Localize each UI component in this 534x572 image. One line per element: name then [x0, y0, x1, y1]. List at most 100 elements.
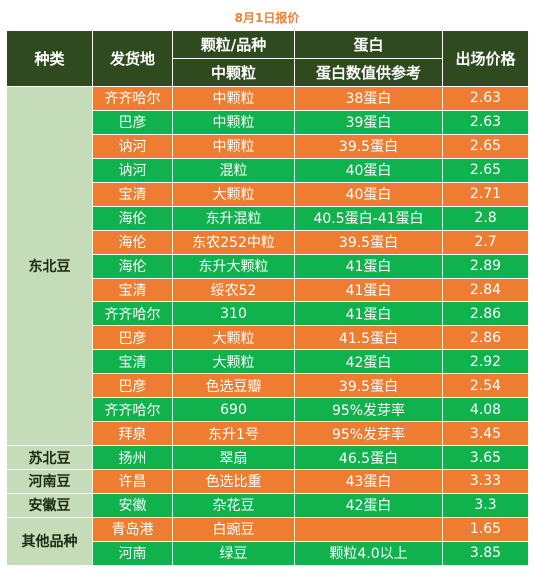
protein-cell: 38蛋白	[294, 86, 443, 111]
category-cell: 其他品种	[6, 516, 93, 567]
grain-cell: 东升混粒	[172, 205, 295, 231]
price-cell: 2.92	[442, 349, 529, 375]
protein-cell: 95%发芽率	[294, 421, 443, 447]
header-grain: 颗粒/品种	[172, 30, 295, 59]
price-cell: 2.65	[442, 133, 529, 159]
origin-cell: 巴彦	[92, 109, 173, 135]
header-protein: 蛋白	[294, 30, 443, 59]
origin-cell: 扬州	[92, 445, 173, 470]
grain-cell: 色选比重	[172, 469, 295, 494]
table-row: 海伦 东升混粒 40.5蛋白-41蛋白 2.8	[7, 205, 529, 231]
header-grain-sub: 中颗粒	[172, 58, 295, 87]
origin-cell: 海伦	[92, 253, 173, 279]
table-row: 海伦 东升大颗粒 41蛋白 2.89	[7, 253, 529, 279]
grain-cell: 中颗粒	[172, 109, 295, 135]
table-row: 东北豆 齐齐哈尔 中颗粒 38蛋白 2.63	[6, 85, 529, 447]
grain-cell: 东升1号	[172, 421, 295, 447]
price-cell: 1.65	[442, 516, 529, 542]
protein-cell: 40蛋白	[294, 181, 443, 207]
table-row: 拜泉 东升1号 95%发芽率 3.45	[7, 421, 529, 447]
grain-cell: 中颗粒	[172, 86, 295, 111]
protein-cell: 41.5蛋白	[294, 325, 443, 351]
category-cell: 苏北豆	[6, 445, 93, 470]
origin-cell: 许昌	[92, 469, 173, 494]
origin-cell: 拜泉	[92, 421, 173, 447]
price-cell: 2.71	[442, 181, 529, 207]
protein-cell: 39.5蛋白	[294, 229, 443, 255]
category-cell: 安徽豆	[6, 492, 93, 518]
protein-cell: 95%发芽率	[294, 397, 443, 423]
price-cell: 2.65	[442, 157, 529, 183]
origin-cell: 巴彦	[92, 325, 173, 351]
origin-cell: 海伦	[92, 229, 173, 255]
category-cell: 东北豆	[6, 85, 93, 447]
grain-cell: 翠扇	[172, 445, 295, 470]
origin-cell: 宝清	[92, 349, 173, 375]
grain-cell: 东农252中粒	[172, 229, 295, 255]
price-cell: 2.86	[442, 325, 529, 351]
origin-cell: 安徽	[92, 492, 173, 518]
protein-cell: 39.5蛋白	[294, 373, 443, 399]
grain-cell: 杂花豆	[172, 492, 295, 518]
price-cell: 3.65	[442, 445, 529, 470]
origin-cell: 青岛港	[92, 516, 173, 542]
table-row: 苏北豆 扬州 翠扇 46.5蛋白 3.65	[6, 445, 529, 470]
price-table-container: 种类 发货地 颗粒/品种 蛋白 出场价格 中颗粒 蛋白数值供参考 东北豆 齐齐哈尔…	[6, 30, 529, 567]
header-price: 出场价格	[442, 30, 529, 87]
table-row: 讷河 中颗粒 39.5蛋白 2.65	[7, 133, 529, 159]
grain-cell: 大颗粒	[172, 325, 295, 351]
origin-cell: 河南	[92, 540, 173, 567]
table-row: 巴彦 中颗粒 39蛋白 2.63	[7, 109, 529, 135]
origin-cell: 齐齐哈尔	[92, 397, 173, 423]
grain-cell: 690	[172, 397, 295, 423]
price-table: 种类 发货地 颗粒/品种 蛋白 出场价格 中颗粒 蛋白数值供参考 东北豆 齐齐哈尔…	[6, 30, 529, 567]
grain-cell: 大颗粒	[172, 349, 295, 375]
header-type: 种类	[6, 30, 93, 87]
price-cell: 3.45	[442, 421, 529, 447]
price-cell: 2.89	[442, 253, 529, 279]
table-header: 种类 发货地 颗粒/品种 蛋白 出场价格 中颗粒 蛋白数值供参考	[6, 30, 529, 87]
protein-cell: 41蛋白	[294, 301, 443, 327]
protein-cell: 41蛋白	[294, 253, 443, 279]
protein-cell: 43蛋白	[294, 469, 443, 494]
protein-cell: 40.5蛋白-41蛋白	[294, 205, 443, 231]
grain-cell: 混粒	[172, 157, 295, 183]
origin-cell: 宝清	[92, 277, 173, 303]
category-cell: 河南豆	[6, 469, 93, 494]
header-origin: 发货地	[92, 30, 173, 87]
price-cell: 2.8	[442, 205, 529, 231]
table-row: 讷河 混粒 40蛋白 2.65	[7, 157, 529, 183]
grain-cell: 大颗粒	[172, 181, 295, 207]
price-cell: 2.84	[442, 277, 529, 303]
table-row: 安徽豆 安徽 杂花豆 42蛋白 3.3	[6, 492, 529, 518]
table-body: 东北豆 齐齐哈尔 中颗粒 38蛋白 2.63 巴彦 中颗粒 39蛋白 2.63 讷河 中颗粒 39.5…	[6, 85, 529, 567]
grain-cell: 色选豆瓣	[172, 373, 295, 399]
table-row: 河南 绿豆 颗粒4.0以上 3.85	[7, 540, 529, 567]
table-row: 其他品种 青岛港 白豌豆 1.65	[6, 516, 529, 567]
origin-cell: 齐齐哈尔	[92, 86, 173, 111]
table-row: 宝清 大颗粒 42蛋白 2.92	[7, 349, 529, 375]
price-cell: 2.54	[442, 373, 529, 399]
grain-cell: 绥农52	[172, 277, 295, 303]
origin-cell: 讷河	[92, 133, 173, 159]
table-row: 宝清 绥农52 41蛋白 2.84	[7, 277, 529, 303]
protein-cell: 41蛋白	[294, 277, 443, 303]
price-cell: 2.63	[442, 109, 529, 135]
origin-cell: 宝清	[92, 181, 173, 207]
page-title: 8月1日报价	[234, 11, 300, 25]
protein-cell: 40蛋白	[294, 157, 443, 183]
table-row: 海伦 东农252中粒 39.5蛋白 2.7	[7, 229, 529, 255]
protein-cell: 42蛋白	[294, 492, 443, 518]
origin-cell: 巴彦	[92, 373, 173, 399]
protein-cell: 颗粒4.0以上	[294, 540, 443, 567]
protein-cell	[294, 516, 443, 542]
price-cell: 3.85	[442, 540, 529, 567]
price-cell: 3.33	[442, 469, 529, 494]
grain-cell: 中颗粒	[172, 133, 295, 159]
price-cell: 4.08	[442, 397, 529, 423]
table-row: 巴彦 色选豆瓣 39.5蛋白 2.54	[7, 373, 529, 399]
protein-cell: 39.5蛋白	[294, 133, 443, 159]
price-cell: 3.3	[442, 492, 529, 518]
price-cell: 2.63	[442, 86, 529, 111]
grain-cell: 绿豆	[172, 540, 295, 567]
